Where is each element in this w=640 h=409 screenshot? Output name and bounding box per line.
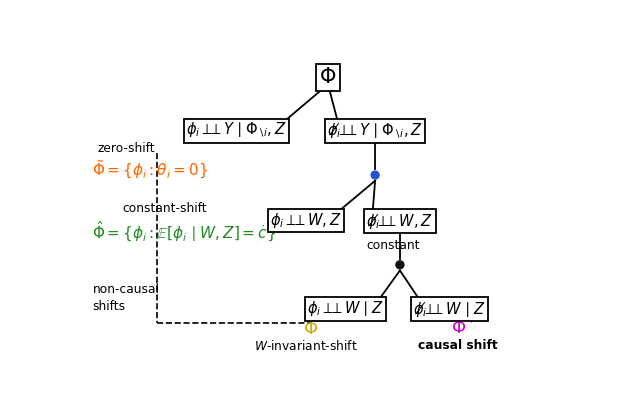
Text: $\phi_i \not\!\!\perp\!\!\!\perp Y \mid \Phi_{\setminus i}, Z$: $\phi_i \not\!\!\perp\!\!\!\perp Y \mid … [327, 121, 423, 141]
Text: $\Phi^*$: $\Phi^*$ [451, 318, 476, 338]
Text: $\tilde{\Phi} = \{\phi_i : \theta_i = 0\}$: $\tilde{\Phi} = \{\phi_i : \theta_i = 0\… [92, 159, 209, 182]
Text: $\phi_i \perp\!\!\!\perp W, Z$: $\phi_i \perp\!\!\!\perp W, Z$ [270, 211, 342, 230]
Text: $\phi_i \perp\!\!\!\perp Y \mid \Phi_{\setminus i}, Z$: $\phi_i \perp\!\!\!\perp Y \mid \Phi_{\s… [186, 121, 287, 141]
Text: zero-shift: zero-shift [97, 142, 155, 155]
Text: $\phi_i \perp\!\!\!\perp W \mid Z$: $\phi_i \perp\!\!\!\perp W \mid Z$ [307, 299, 384, 318]
Text: $\hat{\Phi} = \{\phi_i : \mathbb{E}[\phi_i \mid W, Z] = \dot{c}\}$: $\hat{\Phi} = \{\phi_i : \mathbb{E}[\phi… [92, 220, 276, 244]
Text: constant-shift: constant-shift [122, 202, 207, 215]
Text: $\Phi$: $\Phi$ [319, 67, 337, 88]
Text: $\phi_i \not\!\!\perp\!\!\!\perp W \mid Z$: $\phi_i \not\!\!\perp\!\!\!\perp W \mid … [413, 299, 486, 319]
Text: causal shift: causal shift [418, 339, 498, 352]
Ellipse shape [371, 171, 379, 179]
Ellipse shape [396, 261, 404, 269]
Text: constant: constant [367, 239, 420, 252]
Text: $\phi_i \not\!\!\perp\!\!\!\perp W, Z$: $\phi_i \not\!\!\perp\!\!\!\perp W, Z$ [367, 211, 433, 231]
Text: non-causal
shifts: non-causal shifts [92, 283, 159, 313]
Text: $W$-invariant-shift: $W$-invariant-shift [254, 339, 358, 353]
Text: $\overline{\Phi}$: $\overline{\Phi}$ [303, 317, 319, 338]
